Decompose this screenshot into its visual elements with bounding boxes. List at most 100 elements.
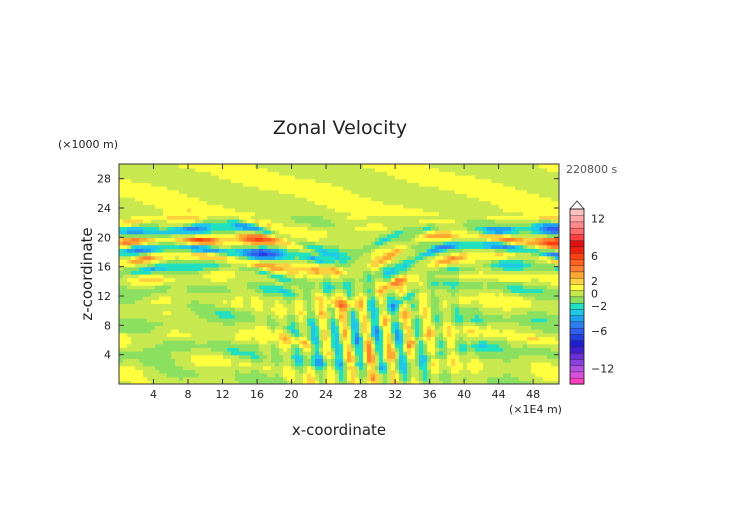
heatmap-cell (339, 351, 344, 356)
heatmap-cell (159, 318, 164, 323)
heatmap-cell (215, 318, 220, 323)
heatmap-cell (459, 299, 464, 304)
heatmap-cell (439, 354, 444, 359)
heatmap-cell (243, 277, 248, 282)
heatmap-cell (355, 219, 360, 224)
heatmap-cell (235, 340, 240, 345)
heatmap-cell (503, 277, 508, 282)
heatmap-cell (303, 299, 308, 304)
heatmap-cell (463, 285, 468, 290)
heatmap-cell (503, 376, 508, 381)
heatmap-cell (543, 332, 548, 337)
heatmap-cell (203, 310, 208, 315)
heatmap-cell (295, 365, 300, 370)
heatmap-cell (243, 310, 248, 315)
heatmap-cell (379, 274, 384, 279)
heatmap-cell (203, 340, 208, 345)
heatmap-cell (219, 288, 224, 293)
heatmap-cell (331, 233, 336, 238)
heatmap-cell (511, 274, 516, 279)
heatmap-cell (423, 318, 428, 323)
heatmap-cell (263, 288, 268, 293)
heatmap-cell (375, 296, 380, 301)
heatmap-cell (243, 266, 248, 271)
heatmap-cell (267, 237, 272, 242)
heatmap-cell (395, 303, 400, 308)
heatmap-cell (315, 373, 320, 378)
heatmap-cell (395, 277, 400, 282)
heatmap-cell (267, 244, 272, 249)
heatmap-cell (519, 277, 524, 282)
heatmap-cell (435, 380, 440, 384)
heatmap-cell (175, 230, 180, 235)
heatmap-cell (463, 358, 468, 363)
heatmap-cell (223, 325, 228, 330)
heatmap-cell (339, 230, 344, 235)
heatmap-cell (211, 365, 216, 370)
heatmap-cell (435, 263, 440, 268)
heatmap-cell (279, 321, 284, 326)
heatmap-cell (259, 270, 264, 275)
heatmap-cell (175, 237, 180, 242)
heatmap-cell (335, 241, 340, 246)
heatmap-cell (395, 292, 400, 297)
heatmap-cell (219, 248, 224, 253)
heatmap-cell (199, 343, 204, 348)
heatmap-cell (127, 314, 132, 319)
heatmap-cell (215, 233, 220, 238)
heatmap-cell (267, 332, 272, 337)
heatmap-cell (399, 314, 404, 319)
heatmap-cell (235, 266, 240, 271)
heatmap-cell (123, 270, 128, 275)
heatmap-cell (375, 369, 380, 374)
heatmap-cell (419, 336, 424, 341)
heatmap-cell (395, 244, 400, 249)
heatmap-cell (215, 266, 220, 271)
heatmap-cell (287, 233, 292, 238)
heatmap-cell (415, 296, 420, 301)
heatmap-cell (335, 285, 340, 290)
heatmap-cell (475, 354, 480, 359)
heatmap-cell (419, 230, 424, 235)
heatmap-cell (319, 362, 324, 367)
heatmap-cell (519, 329, 524, 334)
heatmap-cell (407, 365, 412, 370)
heatmap-cell (219, 325, 224, 330)
heatmap-cell (255, 215, 260, 220)
heatmap-cell (407, 373, 412, 378)
heatmap-cell (507, 373, 512, 378)
heatmap-cell (215, 274, 220, 279)
y-unit-label: (×1000 m) (58, 138, 118, 151)
heatmap-cell (223, 329, 228, 334)
heatmap-cell (175, 274, 180, 279)
heatmap-cell (499, 307, 504, 312)
heatmap-cell (295, 215, 300, 220)
heatmap-cell (163, 292, 168, 297)
heatmap-cell (283, 303, 288, 308)
heatmap-cell (411, 248, 416, 253)
heatmap-cell (343, 288, 348, 293)
heatmap-cell (243, 296, 248, 301)
heatmap-cell (419, 340, 424, 345)
heatmap-cell (407, 321, 412, 326)
heatmap-cell (323, 274, 328, 279)
heatmap-cell (175, 365, 180, 370)
heatmap-cell (139, 233, 144, 238)
heatmap-cell (223, 362, 228, 367)
heatmap-cell (363, 255, 368, 260)
heatmap-cell (215, 380, 220, 384)
heatmap-cell (223, 292, 228, 297)
heatmap-cell (231, 358, 236, 363)
heatmap-cell (495, 263, 500, 268)
heatmap-cell (491, 303, 496, 308)
heatmap-cell (199, 376, 204, 381)
heatmap-cell (235, 303, 240, 308)
heatmap-cell (495, 266, 500, 271)
heatmap-cell (331, 358, 336, 363)
heatmap-cell (119, 310, 124, 315)
heatmap-cell (199, 336, 204, 341)
heatmap-cell (539, 244, 544, 249)
heatmap-cell (179, 270, 184, 275)
heatmap-cell (171, 230, 176, 235)
heatmap-cell (475, 351, 480, 356)
